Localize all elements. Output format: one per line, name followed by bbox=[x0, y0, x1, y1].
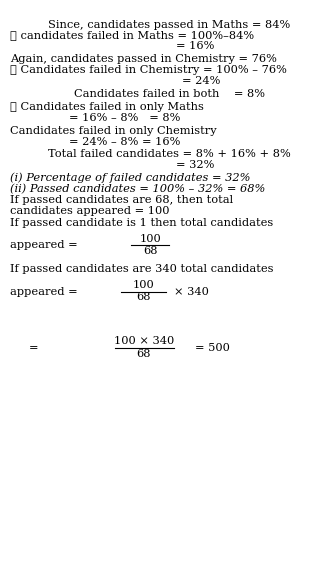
Text: candidates appeared = 100: candidates appeared = 100 bbox=[10, 206, 169, 216]
Text: = 16%: = 16% bbox=[176, 41, 214, 51]
Text: Again, candidates passed in Chemistry = 76%: Again, candidates passed in Chemistry = … bbox=[10, 55, 276, 65]
Text: =: = bbox=[29, 343, 38, 353]
Text: = 24% – 8% = 16%: = 24% – 8% = 16% bbox=[69, 137, 180, 147]
Text: 100: 100 bbox=[139, 233, 161, 243]
Text: 68: 68 bbox=[137, 292, 151, 302]
Text: Candidates failed in both    = 8%: Candidates failed in both = 8% bbox=[74, 89, 265, 99]
Text: = 32%: = 32% bbox=[176, 160, 214, 170]
Text: 100: 100 bbox=[133, 280, 155, 290]
Text: If passed candidates are 68, then total: If passed candidates are 68, then total bbox=[10, 196, 233, 205]
Text: If passed candidate is 1 then total candidates: If passed candidate is 1 then total cand… bbox=[10, 218, 273, 228]
Text: (i) Percentage of failed candidates = 32%: (i) Percentage of failed candidates = 32… bbox=[10, 172, 250, 183]
Text: If passed candidates are 340 total candidates: If passed candidates are 340 total candi… bbox=[10, 264, 273, 274]
Text: (ii) Passed candidates = 100% – 32% = 68%: (ii) Passed candidates = 100% – 32% = 68… bbox=[10, 184, 265, 194]
Text: = 24%: = 24% bbox=[182, 76, 220, 86]
Text: 100 × 340: 100 × 340 bbox=[114, 336, 174, 346]
Text: ∴ Candidates failed in Chemistry = 100% – 76%: ∴ Candidates failed in Chemistry = 100% … bbox=[10, 65, 287, 75]
Text: × 340: × 340 bbox=[174, 286, 209, 297]
Text: ∴ candidates failed in Maths = 100%–84%: ∴ candidates failed in Maths = 100%–84% bbox=[10, 30, 254, 41]
Text: Total failed candidates = 8% + 16% + 8%: Total failed candidates = 8% + 16% + 8% bbox=[48, 149, 291, 159]
Text: Candidates failed in only Chemistry: Candidates failed in only Chemistry bbox=[10, 126, 216, 136]
Text: appeared =: appeared = bbox=[10, 240, 77, 250]
Text: 68: 68 bbox=[137, 349, 151, 359]
Text: 68: 68 bbox=[143, 246, 157, 256]
Text: ∴ Candidates failed in only Maths: ∴ Candidates failed in only Maths bbox=[10, 102, 203, 112]
Text: Since, candidates passed in Maths = 84%: Since, candidates passed in Maths = 84% bbox=[48, 20, 290, 30]
Text: appeared =: appeared = bbox=[10, 286, 77, 297]
Text: = 16% – 8%   = 8%: = 16% – 8% = 8% bbox=[69, 113, 180, 123]
Text: = 500: = 500 bbox=[195, 343, 230, 353]
